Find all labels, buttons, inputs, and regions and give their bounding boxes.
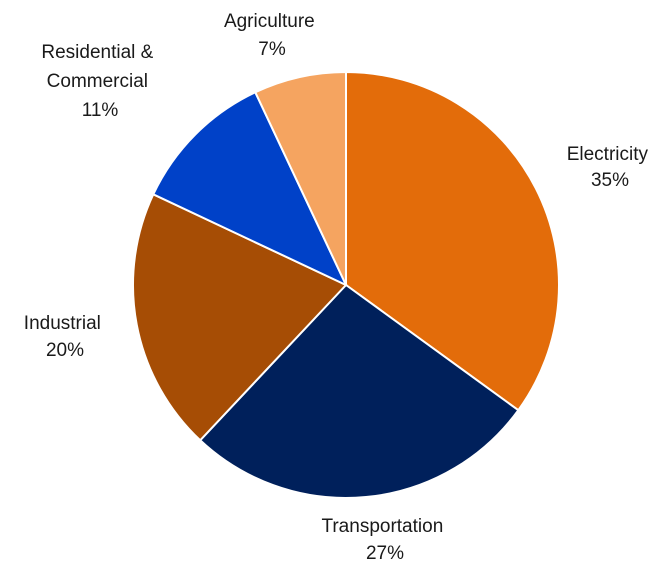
label-agriculture: Agriculture 7%	[224, 11, 320, 60]
pie-slices	[131, 70, 560, 499]
label-transportation: Transportation 27%	[321, 516, 448, 564]
slice-agriculture	[253, 70, 347, 286]
slice-transportation	[198, 283, 520, 499]
label-industrial: Industrial 20%	[24, 313, 106, 361]
slice-residential-commercial	[151, 90, 349, 288]
slice-industrial	[131, 192, 348, 442]
slice-electricity	[345, 70, 560, 412]
label-residential-commercial: Residential & Commercial 11%	[41, 42, 158, 121]
label-electricity: Electricity 35%	[567, 144, 654, 191]
